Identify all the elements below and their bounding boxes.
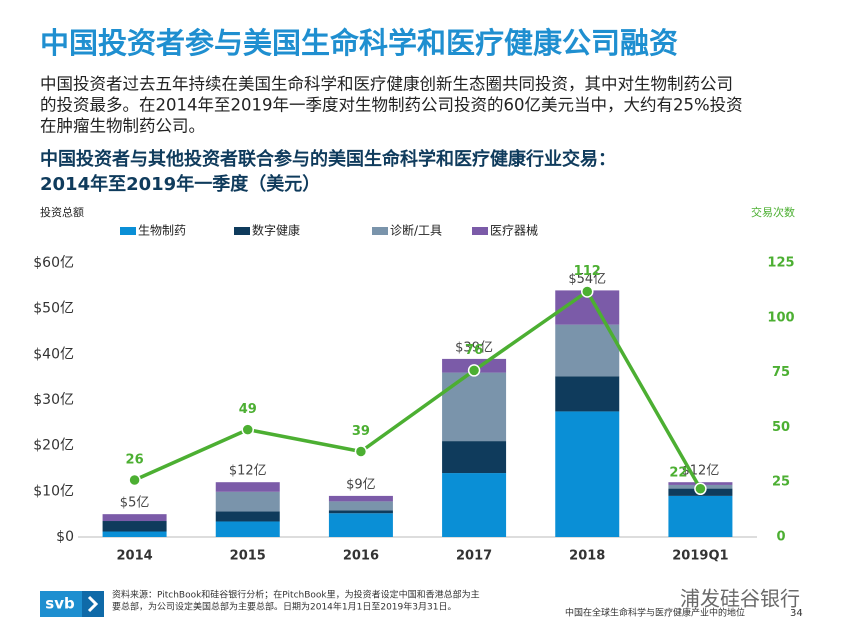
body-text: 在肿瘤生物制药公司。 [40,117,205,136]
total-label: $5亿 [120,496,150,511]
bar-segment [555,411,620,537]
line-value-label: 49 [239,402,257,417]
y-axis-label: 投资总额 [40,205,84,219]
chart-title: 2014年至2019年一季度（美元） [40,173,320,195]
legend-label: 数字健康 [252,223,300,238]
bar-segment [102,531,167,537]
line-point [128,473,141,487]
y-tick-label: $60亿 [33,255,74,271]
footnote: 要总部，为公司设定美国总部为主要总部。日期为2014年1月1日至2019年3月3… [112,601,456,613]
bar-segment [102,521,167,532]
bar-segment [215,511,280,522]
legend-swatch [120,227,136,235]
y-tick-label: $50亿 [33,301,74,317]
x-tick-label: 2014 [116,549,152,564]
slide-title: 中国投资者参与美国生命科学和医疗健康公司融资 [40,26,678,60]
total-label: $12亿 [229,464,267,479]
line-point [581,285,594,298]
y-tick-label: $30亿 [33,392,74,408]
y2-tick-label: 100 [767,310,794,325]
bar-segment [555,324,620,377]
legend-swatch [234,227,250,235]
y2-axis-label: 交易次数 [751,205,795,219]
bar-segment [328,501,393,511]
legend-swatch [472,227,488,235]
page-number: 34 [790,608,803,619]
legend-label: 医疗器械 [490,223,538,238]
chart-title: 中国投资者与其他投资者联合参与的美国生命科学和医疗健康行业交易： [40,148,616,170]
bar-segment [102,514,167,522]
bar-segment [215,482,280,492]
line-value-label: 26 [126,453,144,468]
bar-segment [328,495,393,502]
bar-segment [215,521,280,537]
x-tick-label: 2019Q1 [672,549,728,564]
line-point [467,364,481,377]
bar-segment [442,473,507,537]
line-point [694,482,707,496]
x-tick-label: 2016 [343,549,379,564]
body-text: 中国投资者过去五年持续在美国生命科学和医疗健康创新生态圈共同投资，其中对生物制药… [40,75,733,94]
total-label: $39亿 [455,340,493,355]
y2-tick-label: 125 [767,256,794,271]
legend-label: 诊断/工具 [390,223,442,238]
legend-label: 生物制药 [138,224,186,238]
bar-segment [442,441,507,474]
footnote: 资料来源：PitchBook和硅谷银行分析；在PitchBook里，为投资者设定… [112,589,480,601]
line-point [354,445,368,458]
line-value-label: 22 [669,465,687,480]
logo-arrow [87,595,99,613]
y-tick-label: $10亿 [33,483,74,499]
bar-segment [328,510,393,514]
x-tick-label: 2015 [230,549,266,564]
watermark: 浦发硅谷银行 [680,587,800,611]
total-label: $54亿 [568,272,606,287]
bar-segment [215,491,280,512]
footer-band [0,584,842,637]
y2-tick-label: 25 [772,475,790,490]
x-tick-label: 2018 [569,549,605,564]
y2-tick-label: 75 [772,365,790,380]
total-label: $9亿 [346,477,376,492]
logo: svb [45,595,75,613]
y-tick-label: $0 [56,529,74,545]
y-tick-label: $40亿 [33,346,74,362]
legend-swatch [372,227,388,235]
footer-text: 中国在全球生命科学与医疗健康产业中的地位 [565,607,745,619]
y2-tick-label: 0 [776,530,785,545]
line-value-label: 76 [465,343,483,358]
x-tick-label: 2017 [456,549,492,564]
line-value-label: 112 [574,264,601,279]
line-value-label: 39 [352,424,370,439]
line-point [241,423,254,436]
body-text: 的投资最多。在2014年至2019年一季度对生物制药公司投资的60亿美元当中，大… [40,96,743,115]
bar-segment [555,376,620,412]
y2-tick-label: 50 [772,420,790,435]
bar-segment [442,372,507,442]
bar-segment [668,495,733,537]
logo-arrow-box [82,591,104,617]
bar-segment [328,513,393,537]
line [133,288,702,490]
y-tick-label: $20亿 [33,438,74,454]
